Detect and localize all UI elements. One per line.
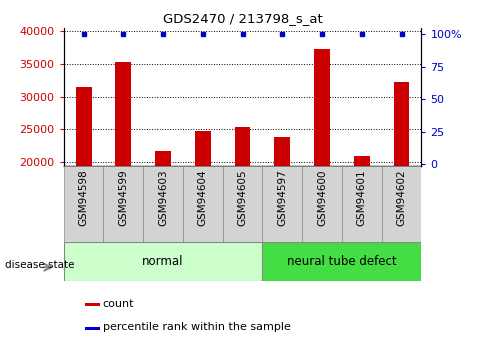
Title: GDS2470 / 213798_s_at: GDS2470 / 213798_s_at: [163, 12, 322, 25]
Text: neural tube defect: neural tube defect: [287, 255, 397, 268]
Bar: [382, 166, 421, 242]
Bar: [155, 151, 171, 166]
Text: count: count: [103, 299, 134, 309]
Text: GSM94599: GSM94599: [118, 169, 128, 226]
Bar: [263, 241, 421, 281]
Bar: [342, 166, 382, 242]
Bar: [302, 166, 342, 242]
Bar: [354, 156, 370, 166]
Bar: [85, 326, 100, 330]
Text: percentile rank within the sample: percentile rank within the sample: [103, 322, 291, 332]
Bar: [393, 82, 410, 166]
Text: GSM94597: GSM94597: [277, 169, 287, 226]
Text: disease state: disease state: [5, 260, 74, 269]
Text: GSM94605: GSM94605: [238, 169, 247, 226]
Bar: [263, 166, 302, 242]
Bar: [64, 166, 103, 242]
Bar: [115, 62, 131, 166]
Bar: [64, 241, 263, 281]
Text: GSM94602: GSM94602: [396, 169, 407, 226]
Text: GSM94604: GSM94604: [198, 169, 208, 226]
Text: normal: normal: [142, 255, 184, 268]
Text: GSM94603: GSM94603: [158, 169, 168, 226]
Bar: [235, 128, 250, 166]
Bar: [103, 166, 143, 242]
Bar: [143, 166, 183, 242]
Bar: [314, 49, 330, 166]
Bar: [274, 137, 290, 166]
Bar: [75, 87, 92, 166]
Bar: [195, 131, 211, 166]
Bar: [183, 166, 222, 242]
Text: GSM94601: GSM94601: [357, 169, 367, 226]
Bar: [222, 166, 263, 242]
Text: GSM94598: GSM94598: [78, 169, 89, 226]
Bar: [85, 303, 100, 306]
Text: GSM94600: GSM94600: [317, 169, 327, 226]
